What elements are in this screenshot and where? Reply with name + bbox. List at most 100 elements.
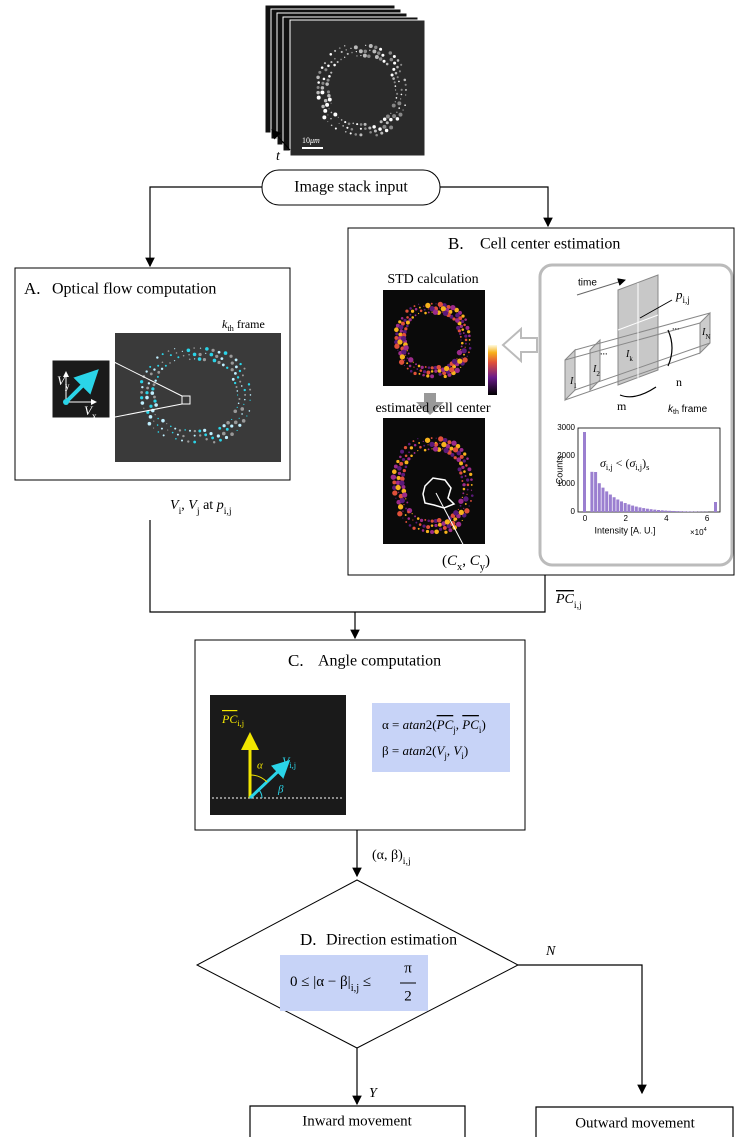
fraction-denominator: 2	[404, 988, 412, 1004]
text-run: frame	[679, 404, 708, 415]
speckle	[162, 353, 164, 355]
speckle	[249, 410, 251, 412]
speckle	[415, 314, 417, 316]
speckle	[193, 347, 195, 349]
speckle	[347, 53, 349, 55]
speckle	[467, 330, 470, 333]
speckle	[218, 427, 221, 430]
speckle	[179, 429, 181, 431]
speckle	[443, 526, 447, 530]
speckle	[149, 405, 152, 408]
speckle	[170, 354, 172, 356]
speckle	[405, 498, 406, 499]
dim-label: n	[676, 375, 682, 389]
speckle	[341, 51, 343, 53]
speckle	[153, 399, 156, 402]
hist-bar	[624, 503, 627, 512]
speckle	[403, 319, 406, 322]
speckle	[455, 318, 460, 323]
speckle	[465, 503, 467, 505]
speckle	[402, 458, 405, 461]
speckle	[161, 428, 163, 430]
text-run: s	[646, 463, 649, 472]
speckle	[400, 498, 405, 503]
speckle	[450, 305, 455, 310]
panel-title: Direction estimation	[326, 932, 457, 949]
speckle	[399, 325, 404, 330]
speckle	[182, 351, 183, 352]
hist-bar	[583, 432, 586, 512]
speckle	[205, 353, 206, 354]
text-run: < (	[613, 456, 630, 470]
speckle	[354, 133, 357, 136]
speckle	[317, 96, 321, 100]
speckle	[449, 367, 454, 372]
speckle	[244, 389, 246, 391]
speckle	[170, 426, 172, 428]
speckle	[429, 442, 434, 447]
speckle	[404, 446, 407, 449]
speckle	[327, 79, 330, 82]
speckle	[324, 68, 327, 71]
speckle	[374, 129, 377, 132]
speckle	[140, 396, 143, 399]
speckle	[380, 120, 383, 123]
speckle	[441, 306, 446, 311]
formula-box	[372, 703, 510, 772]
speckle	[405, 514, 407, 516]
speckle	[461, 320, 464, 323]
speckle	[231, 368, 234, 371]
speckle	[463, 354, 465, 356]
speckle	[148, 422, 152, 426]
speckle	[456, 326, 460, 330]
image-stack	[265, 5, 425, 156]
speckle	[331, 112, 333, 114]
speckle	[356, 55, 358, 57]
speckle	[417, 438, 418, 439]
speckle	[438, 302, 443, 307]
speckle	[324, 62, 326, 64]
speckle	[471, 484, 473, 486]
speckle	[226, 421, 230, 425]
speckle	[377, 51, 380, 54]
speckle	[218, 351, 221, 354]
speckle	[460, 367, 461, 368]
speckle	[244, 394, 246, 396]
speckle	[182, 435, 184, 437]
axis-title: Intensity [A. U.]	[594, 525, 655, 535]
speckle	[383, 60, 386, 63]
speckle	[405, 460, 409, 464]
speckle	[428, 448, 430, 450]
speckle	[425, 366, 427, 368]
speckle	[431, 312, 432, 313]
speckle	[415, 308, 418, 311]
speckle	[194, 358, 195, 359]
speckle	[157, 418, 159, 420]
speckle	[431, 519, 434, 522]
speckle	[467, 484, 470, 487]
speckle	[469, 347, 472, 350]
speckle	[327, 94, 330, 97]
speckle	[386, 63, 389, 66]
speckle	[350, 48, 351, 49]
speckle	[397, 511, 402, 516]
speckle	[453, 510, 458, 515]
speckle	[460, 505, 462, 507]
text-run: i,j	[403, 856, 411, 867]
speckle	[348, 123, 351, 126]
speckle	[441, 442, 446, 447]
speckle	[469, 343, 470, 344]
speckle	[400, 329, 403, 332]
speckle	[240, 407, 244, 411]
speckle	[392, 104, 396, 108]
speckle	[249, 389, 251, 391]
speckle	[174, 360, 175, 361]
speckle	[417, 517, 420, 520]
speckle	[396, 97, 398, 99]
speckle	[442, 311, 443, 312]
speckle	[463, 508, 464, 509]
speckle	[410, 446, 413, 449]
speckle	[365, 45, 366, 46]
speckle	[463, 332, 465, 334]
speckle	[344, 57, 345, 58]
